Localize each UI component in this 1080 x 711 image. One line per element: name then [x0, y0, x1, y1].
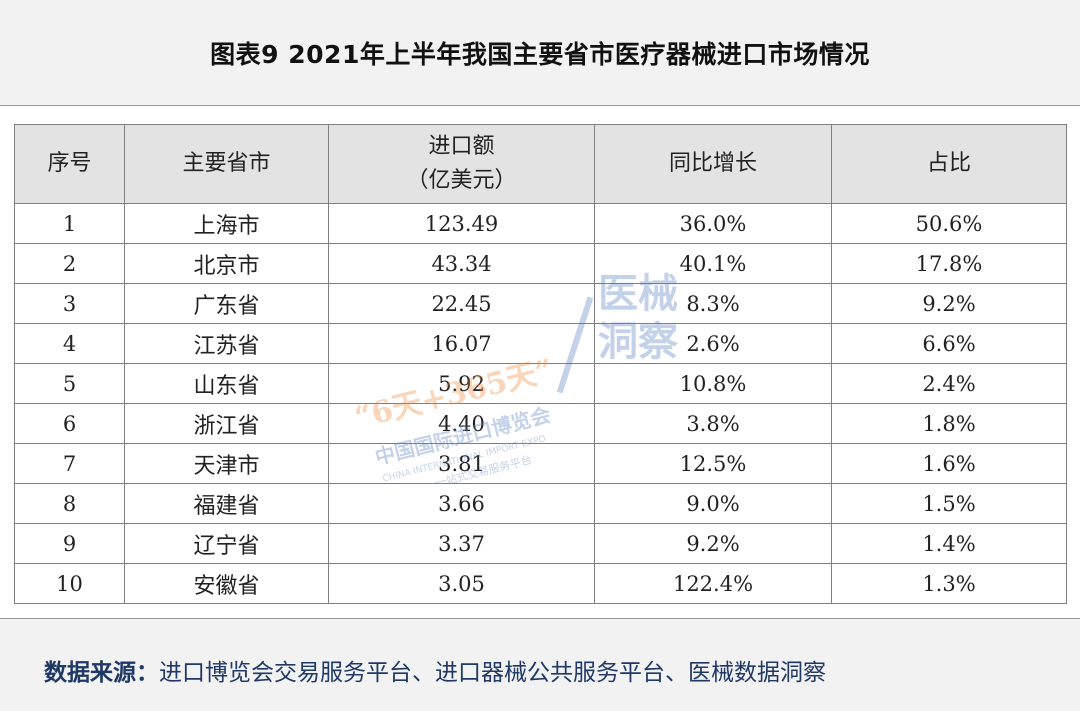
cell-growth: 2.6%: [594, 323, 832, 364]
table-header-row: 序号 主要省市 进口额 （亿美元） 同比增长 占比: [14, 124, 1067, 204]
header-amount: 进口额 （亿美元）: [328, 124, 595, 204]
cell-share: 17.8%: [831, 243, 1067, 284]
cell-amount: 4.40: [328, 403, 595, 444]
cell-share: 2.4%: [831, 363, 1067, 404]
header-amount-line1: 进口额: [428, 134, 495, 159]
cell-province: 福建省: [124, 483, 329, 524]
cell-growth: 8.3%: [594, 283, 832, 324]
cell-amount: 5.92: [328, 363, 595, 404]
header-growth: 同比增长: [594, 124, 832, 204]
import-table: 序号 主要省市 进口额 （亿美元） 同比增长 占比 1 上海市 123.49 3…: [14, 124, 1067, 604]
cell-amount: 3.66: [328, 483, 595, 524]
cell-index: 1: [14, 203, 125, 244]
cell-province: 上海市: [124, 203, 329, 244]
cell-growth: 40.1%: [594, 243, 832, 284]
cell-index: 6: [14, 403, 125, 444]
cell-amount: 3.37: [328, 523, 595, 564]
cell-index: 2: [14, 243, 125, 284]
cell-index: 7: [14, 443, 125, 484]
table-row: 2 北京市 43.34 40.1% 17.8%: [14, 243, 1067, 284]
cell-province: 辽宁省: [124, 523, 329, 564]
source-label: 数据来源：: [44, 660, 159, 686]
cell-index: 3: [14, 283, 125, 324]
source-text: 进口博览会交易服务平台、进口器械公共服务平台、医械数据洞察: [159, 660, 826, 686]
table-row: 9 辽宁省 3.37 9.2% 1.4%: [14, 523, 1067, 564]
cell-share: 1.3%: [831, 563, 1067, 604]
cell-share: 1.5%: [831, 483, 1067, 524]
cell-amount: 22.45: [328, 283, 595, 324]
cell-share: 1.8%: [831, 403, 1067, 444]
cell-index: 5: [14, 363, 125, 404]
cell-share: 1.6%: [831, 443, 1067, 484]
table-row: 10 安徽省 3.05 122.4% 1.3%: [14, 563, 1067, 604]
cell-growth: 9.2%: [594, 523, 832, 564]
cell-amount: 3.81: [328, 443, 595, 484]
header-province: 主要省市: [124, 124, 329, 204]
cell-share: 6.6%: [831, 323, 1067, 364]
cell-province: 浙江省: [124, 403, 329, 444]
cell-province: 天津市: [124, 443, 329, 484]
cell-province: 安徽省: [124, 563, 329, 604]
title-divider: [0, 105, 1080, 106]
cell-growth: 9.0%: [594, 483, 832, 524]
cell-growth: 12.5%: [594, 443, 832, 484]
page-title: 图表9 2021年上半年我国主要省市医疗器械进口市场情况: [210, 40, 870, 69]
table-row: 5 山东省 5.92 10.8% 2.4%: [14, 363, 1067, 404]
table-row: 6 浙江省 4.40 3.8% 1.8%: [14, 403, 1067, 444]
cell-growth: 3.8%: [594, 403, 832, 444]
cell-province: 江苏省: [124, 323, 329, 364]
cell-index: 8: [14, 483, 125, 524]
table-row: 1 上海市 123.49 36.0% 50.6%: [14, 203, 1067, 244]
table-row: 4 江苏省 16.07 2.6% 6.6%: [14, 323, 1067, 364]
header-share: 占比: [831, 124, 1067, 204]
cell-index: 9: [14, 523, 125, 564]
cell-amount: 43.34: [328, 243, 595, 284]
cell-index: 4: [14, 323, 125, 364]
table-row: 8 福建省 3.66 9.0% 1.5%: [14, 483, 1067, 524]
cell-amount: 3.05: [328, 563, 595, 604]
header-index: 序号: [14, 124, 125, 204]
table-row: 3 广东省 22.45 8.3% 9.2%: [14, 283, 1067, 324]
table-row: 7 天津市 3.81 12.5% 1.6%: [14, 443, 1067, 484]
cell-growth: 36.0%: [594, 203, 832, 244]
footer-divider: [0, 618, 1080, 619]
cell-province: 山东省: [124, 363, 329, 404]
cell-share: 9.2%: [831, 283, 1067, 324]
cell-share: 50.6%: [831, 203, 1067, 244]
cell-index: 10: [14, 563, 125, 604]
cell-growth: 10.8%: [594, 363, 832, 404]
header-amount-line2: （亿美元）: [406, 168, 517, 193]
cell-share: 1.4%: [831, 523, 1067, 564]
cell-province: 北京市: [124, 243, 329, 284]
data-source: 数据来源： 进口博览会交易服务平台、进口器械公共服务平台、医械数据洞察: [44, 646, 826, 694]
cell-growth: 122.4%: [594, 563, 832, 604]
cell-province: 广东省: [124, 283, 329, 324]
cell-amount: 16.07: [328, 323, 595, 364]
cell-amount: 123.49: [328, 203, 595, 244]
